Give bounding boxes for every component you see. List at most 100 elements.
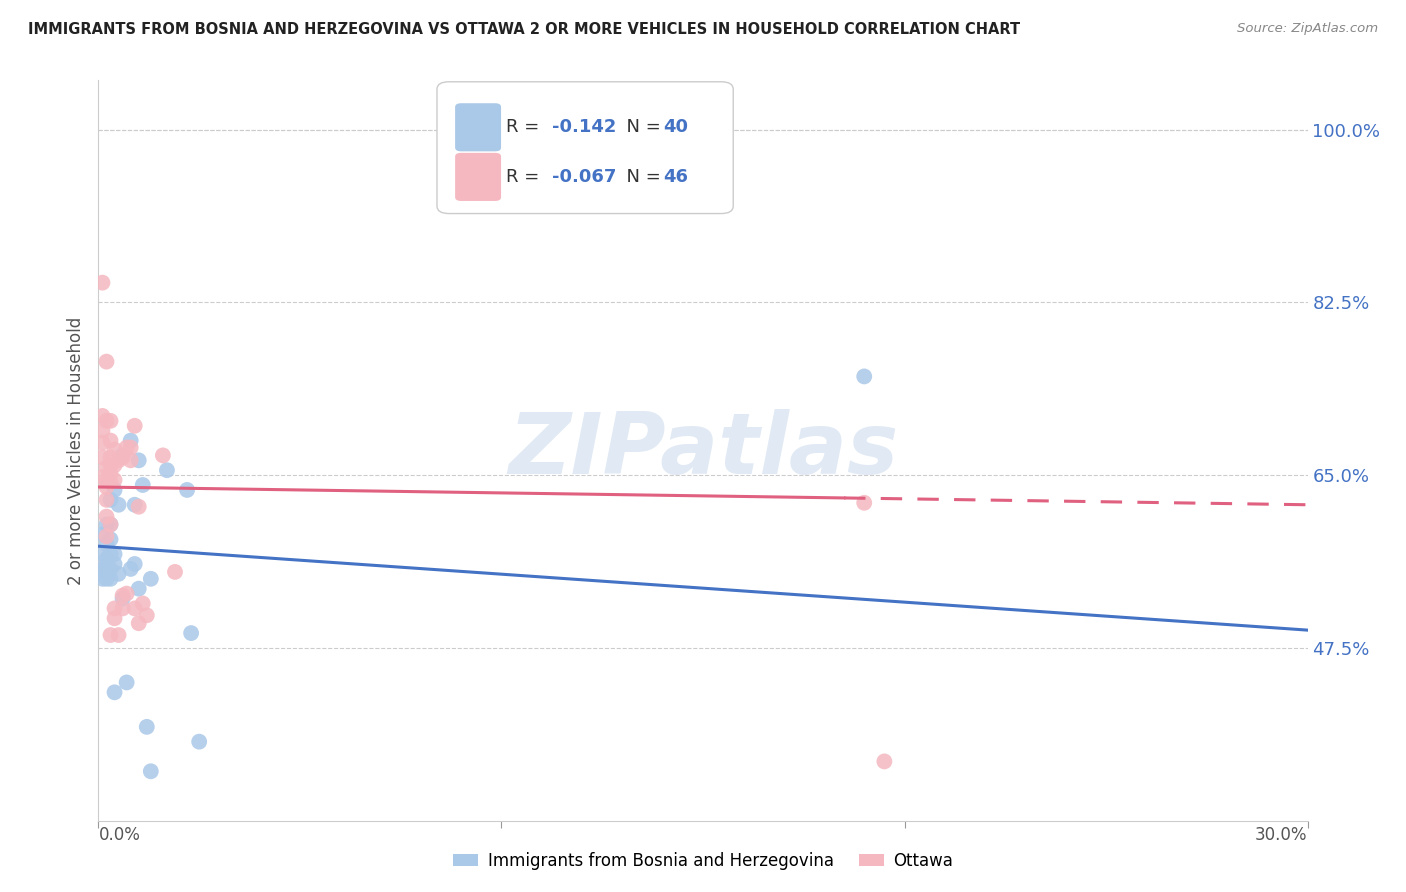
Point — [91, 276, 114, 290]
Text: IMMIGRANTS FROM BOSNIA AND HERZEGOVINA VS OTTAWA 2 OR MORE VEHICLES IN HOUSEHOLD: IMMIGRANTS FROM BOSNIA AND HERZEGOVINA V… — [28, 22, 1021, 37]
Point — [132, 597, 155, 611]
Point — [103, 483, 125, 497]
Point — [124, 601, 146, 615]
Point — [132, 478, 155, 492]
Point — [135, 608, 157, 623]
Point — [120, 453, 142, 467]
Point — [100, 458, 122, 473]
Point — [124, 418, 146, 433]
Point — [156, 463, 179, 477]
Point — [91, 572, 114, 586]
Point — [111, 601, 134, 615]
Point — [96, 529, 118, 543]
Point — [152, 449, 174, 463]
Point — [120, 562, 142, 576]
Text: R =: R = — [506, 168, 546, 186]
Point — [873, 755, 896, 769]
Text: 40: 40 — [664, 118, 688, 136]
Point — [103, 442, 125, 457]
Point — [853, 496, 876, 510]
Point — [91, 435, 114, 450]
Point — [96, 572, 118, 586]
Point — [91, 450, 114, 465]
Point — [100, 434, 122, 448]
FancyBboxPatch shape — [456, 153, 501, 201]
Point — [853, 369, 876, 384]
Text: -0.067: -0.067 — [551, 168, 616, 186]
Point — [115, 586, 138, 600]
Point — [107, 628, 129, 642]
Point — [111, 591, 134, 606]
Point — [120, 441, 142, 455]
Y-axis label: 2 or more Vehicles in Household: 2 or more Vehicles in Household — [66, 317, 84, 584]
Point — [188, 734, 211, 748]
Point — [96, 552, 118, 566]
Point — [100, 533, 122, 547]
Point — [103, 547, 125, 561]
Point — [120, 434, 142, 448]
FancyBboxPatch shape — [456, 103, 501, 152]
Point — [111, 450, 134, 465]
Point — [128, 453, 150, 467]
Point — [128, 582, 150, 596]
Point — [115, 441, 138, 455]
Point — [103, 473, 125, 487]
Text: N =: N = — [614, 168, 666, 186]
Point — [176, 483, 198, 497]
Point — [100, 562, 122, 576]
Point — [91, 562, 114, 576]
Point — [163, 565, 186, 579]
Point — [96, 473, 118, 487]
Point — [103, 611, 125, 625]
Point — [96, 509, 118, 524]
Point — [96, 480, 118, 494]
Point — [124, 557, 146, 571]
Point — [111, 589, 134, 603]
Point — [91, 547, 114, 561]
Point — [100, 414, 122, 428]
Point — [115, 675, 138, 690]
Point — [91, 470, 114, 484]
Point — [96, 517, 118, 532]
FancyBboxPatch shape — [437, 82, 734, 213]
Point — [91, 424, 114, 438]
Text: ZIPatlas: ZIPatlas — [508, 409, 898, 492]
Point — [128, 616, 150, 631]
Point — [100, 466, 122, 480]
Point — [96, 565, 118, 579]
Point — [100, 517, 122, 532]
Point — [96, 558, 118, 573]
Point — [180, 626, 202, 640]
Point — [107, 498, 129, 512]
Point — [124, 498, 146, 512]
Point — [96, 492, 118, 507]
Point — [128, 500, 150, 514]
Point — [103, 601, 125, 615]
Point — [96, 537, 118, 551]
Text: Source: ZipAtlas.com: Source: ZipAtlas.com — [1237, 22, 1378, 36]
Point — [139, 764, 162, 779]
Point — [91, 527, 114, 541]
Point — [96, 460, 118, 475]
Point — [100, 572, 122, 586]
Point — [111, 449, 134, 463]
Point — [107, 453, 129, 467]
Legend: Immigrants from Bosnia and Herzegovina, Ottawa: Immigrants from Bosnia and Herzegovina, … — [446, 846, 960, 877]
Point — [100, 475, 122, 489]
Text: N =: N = — [614, 118, 666, 136]
Text: R =: R = — [506, 118, 546, 136]
Point — [100, 547, 122, 561]
Point — [96, 354, 118, 368]
Text: 46: 46 — [664, 168, 688, 186]
Point — [103, 458, 125, 473]
Text: 30.0%: 30.0% — [1256, 826, 1308, 844]
Point — [96, 414, 118, 428]
Point — [103, 557, 125, 571]
Point — [100, 450, 122, 465]
Point — [135, 720, 157, 734]
Point — [107, 566, 129, 581]
Point — [91, 409, 114, 423]
Point — [100, 492, 122, 507]
Point — [100, 517, 122, 532]
Point — [103, 685, 125, 699]
